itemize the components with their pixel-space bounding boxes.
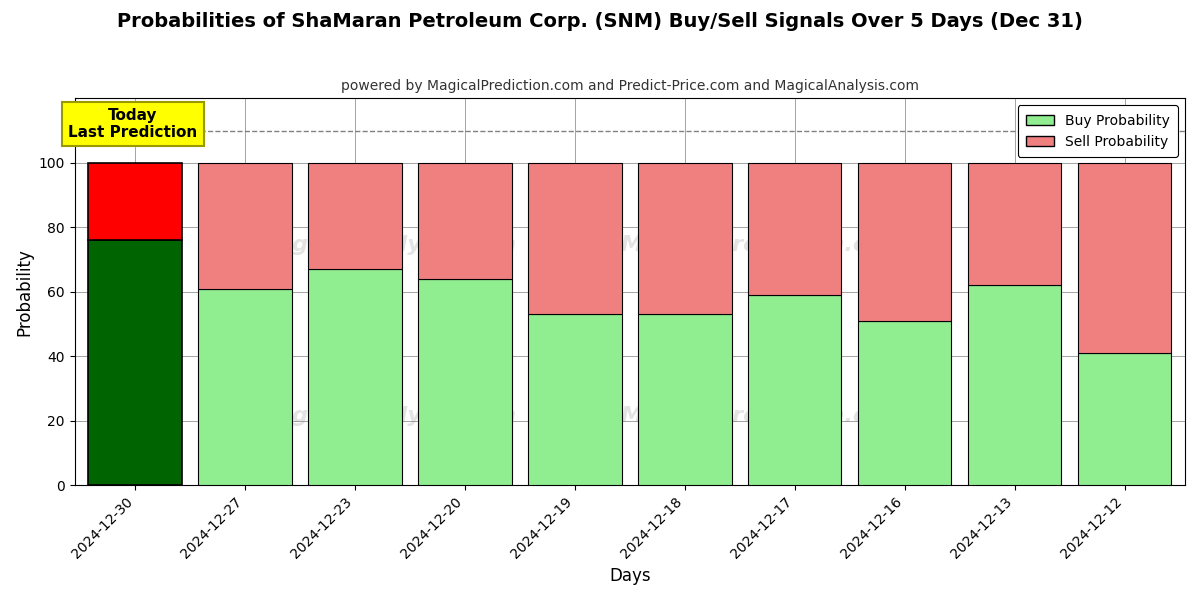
Bar — [968, 286, 1061, 485]
Text: Today
Last Prediction: Today Last Prediction — [68, 108, 198, 140]
Bar — [419, 279, 511, 485]
Bar — [419, 163, 511, 279]
Bar — [1078, 353, 1171, 485]
Bar — [528, 314, 622, 485]
Title: powered by MagicalPrediction.com and Predict-Price.com and MagicalAnalysis.com: powered by MagicalPrediction.com and Pre… — [341, 79, 919, 93]
Text: MagicalPrediction.com: MagicalPrediction.com — [620, 235, 905, 256]
Bar — [308, 163, 402, 269]
Bar — [638, 163, 732, 314]
Bar — [528, 163, 622, 314]
Bar — [638, 314, 732, 485]
Text: MagicalPrediction.com: MagicalPrediction.com — [620, 406, 905, 425]
Text: MagicalAnalysis.com: MagicalAnalysis.com — [256, 406, 516, 425]
Bar — [1078, 163, 1171, 353]
X-axis label: Days: Days — [610, 567, 650, 585]
Bar — [858, 321, 952, 485]
Bar — [748, 163, 841, 295]
Text: MagicalAnalysis.com: MagicalAnalysis.com — [256, 235, 516, 256]
Bar — [748, 295, 841, 485]
Legend: Buy Probability, Sell Probability: Buy Probability, Sell Probability — [1018, 105, 1178, 157]
Bar — [968, 163, 1061, 286]
Bar — [308, 269, 402, 485]
Bar — [198, 289, 292, 485]
Text: Probabilities of ShaMaran Petroleum Corp. (SNM) Buy/Sell Signals Over 5 Days (De: Probabilities of ShaMaran Petroleum Corp… — [118, 12, 1082, 31]
Y-axis label: Probability: Probability — [16, 248, 34, 335]
Bar — [858, 163, 952, 321]
Bar — [89, 163, 182, 240]
Bar — [198, 163, 292, 289]
Bar — [89, 240, 182, 485]
